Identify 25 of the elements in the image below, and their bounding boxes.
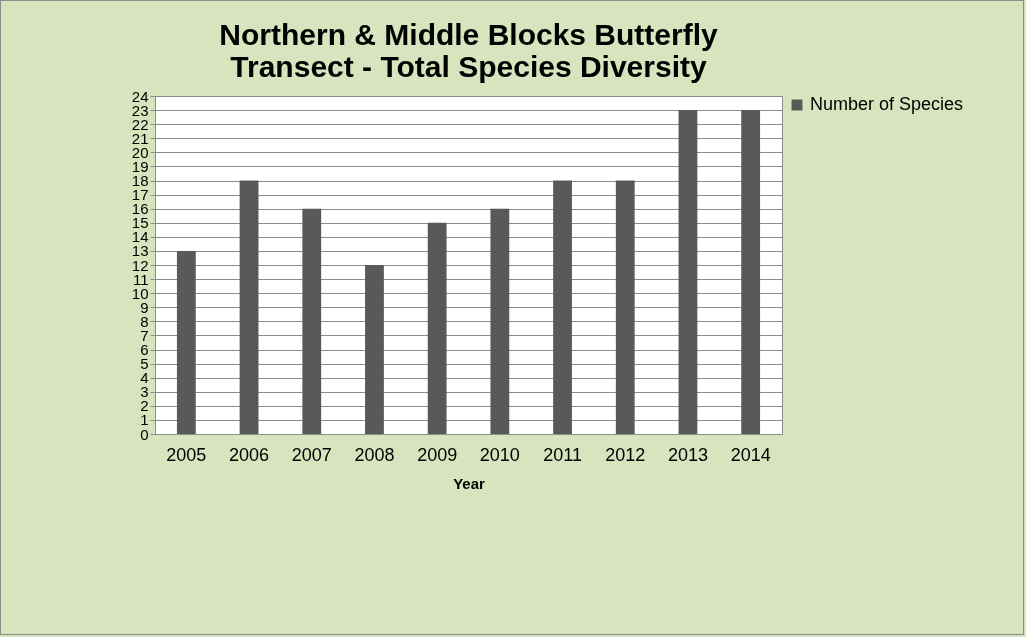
bar: [615, 180, 635, 434]
x-axis-title: Year: [453, 474, 486, 492]
chart-title: Northern & Middle Blocks Butterfly Transect - Total Species Diversity: [219, 18, 718, 83]
x-tick-label: 2010: [479, 444, 520, 465]
bar: [302, 208, 322, 434]
y-tick-label: 18: [131, 172, 149, 189]
legend-label: Number of Species: [810, 94, 964, 114]
bar: [741, 110, 761, 434]
x-tick-label: 2005: [166, 444, 207, 465]
y-tick-label: 6: [140, 341, 149, 358]
x-tick-label: 2008: [354, 444, 395, 465]
x-tick-label: 2014: [730, 444, 771, 465]
bar: [176, 250, 196, 434]
x-tick-label: 2009: [417, 444, 458, 465]
x-tick-label: 2006: [229, 444, 270, 465]
x-tick-label: 2007: [291, 444, 332, 465]
bar: [553, 180, 572, 434]
x-tick-label: 2013: [667, 444, 708, 465]
bar: [239, 180, 259, 434]
bar: [490, 208, 510, 434]
bar: [678, 110, 698, 434]
x-tick-label: 2012: [605, 444, 646, 465]
x-tick-label: 2011: [543, 444, 582, 465]
bar: [365, 265, 384, 434]
bar: [427, 222, 447, 434]
